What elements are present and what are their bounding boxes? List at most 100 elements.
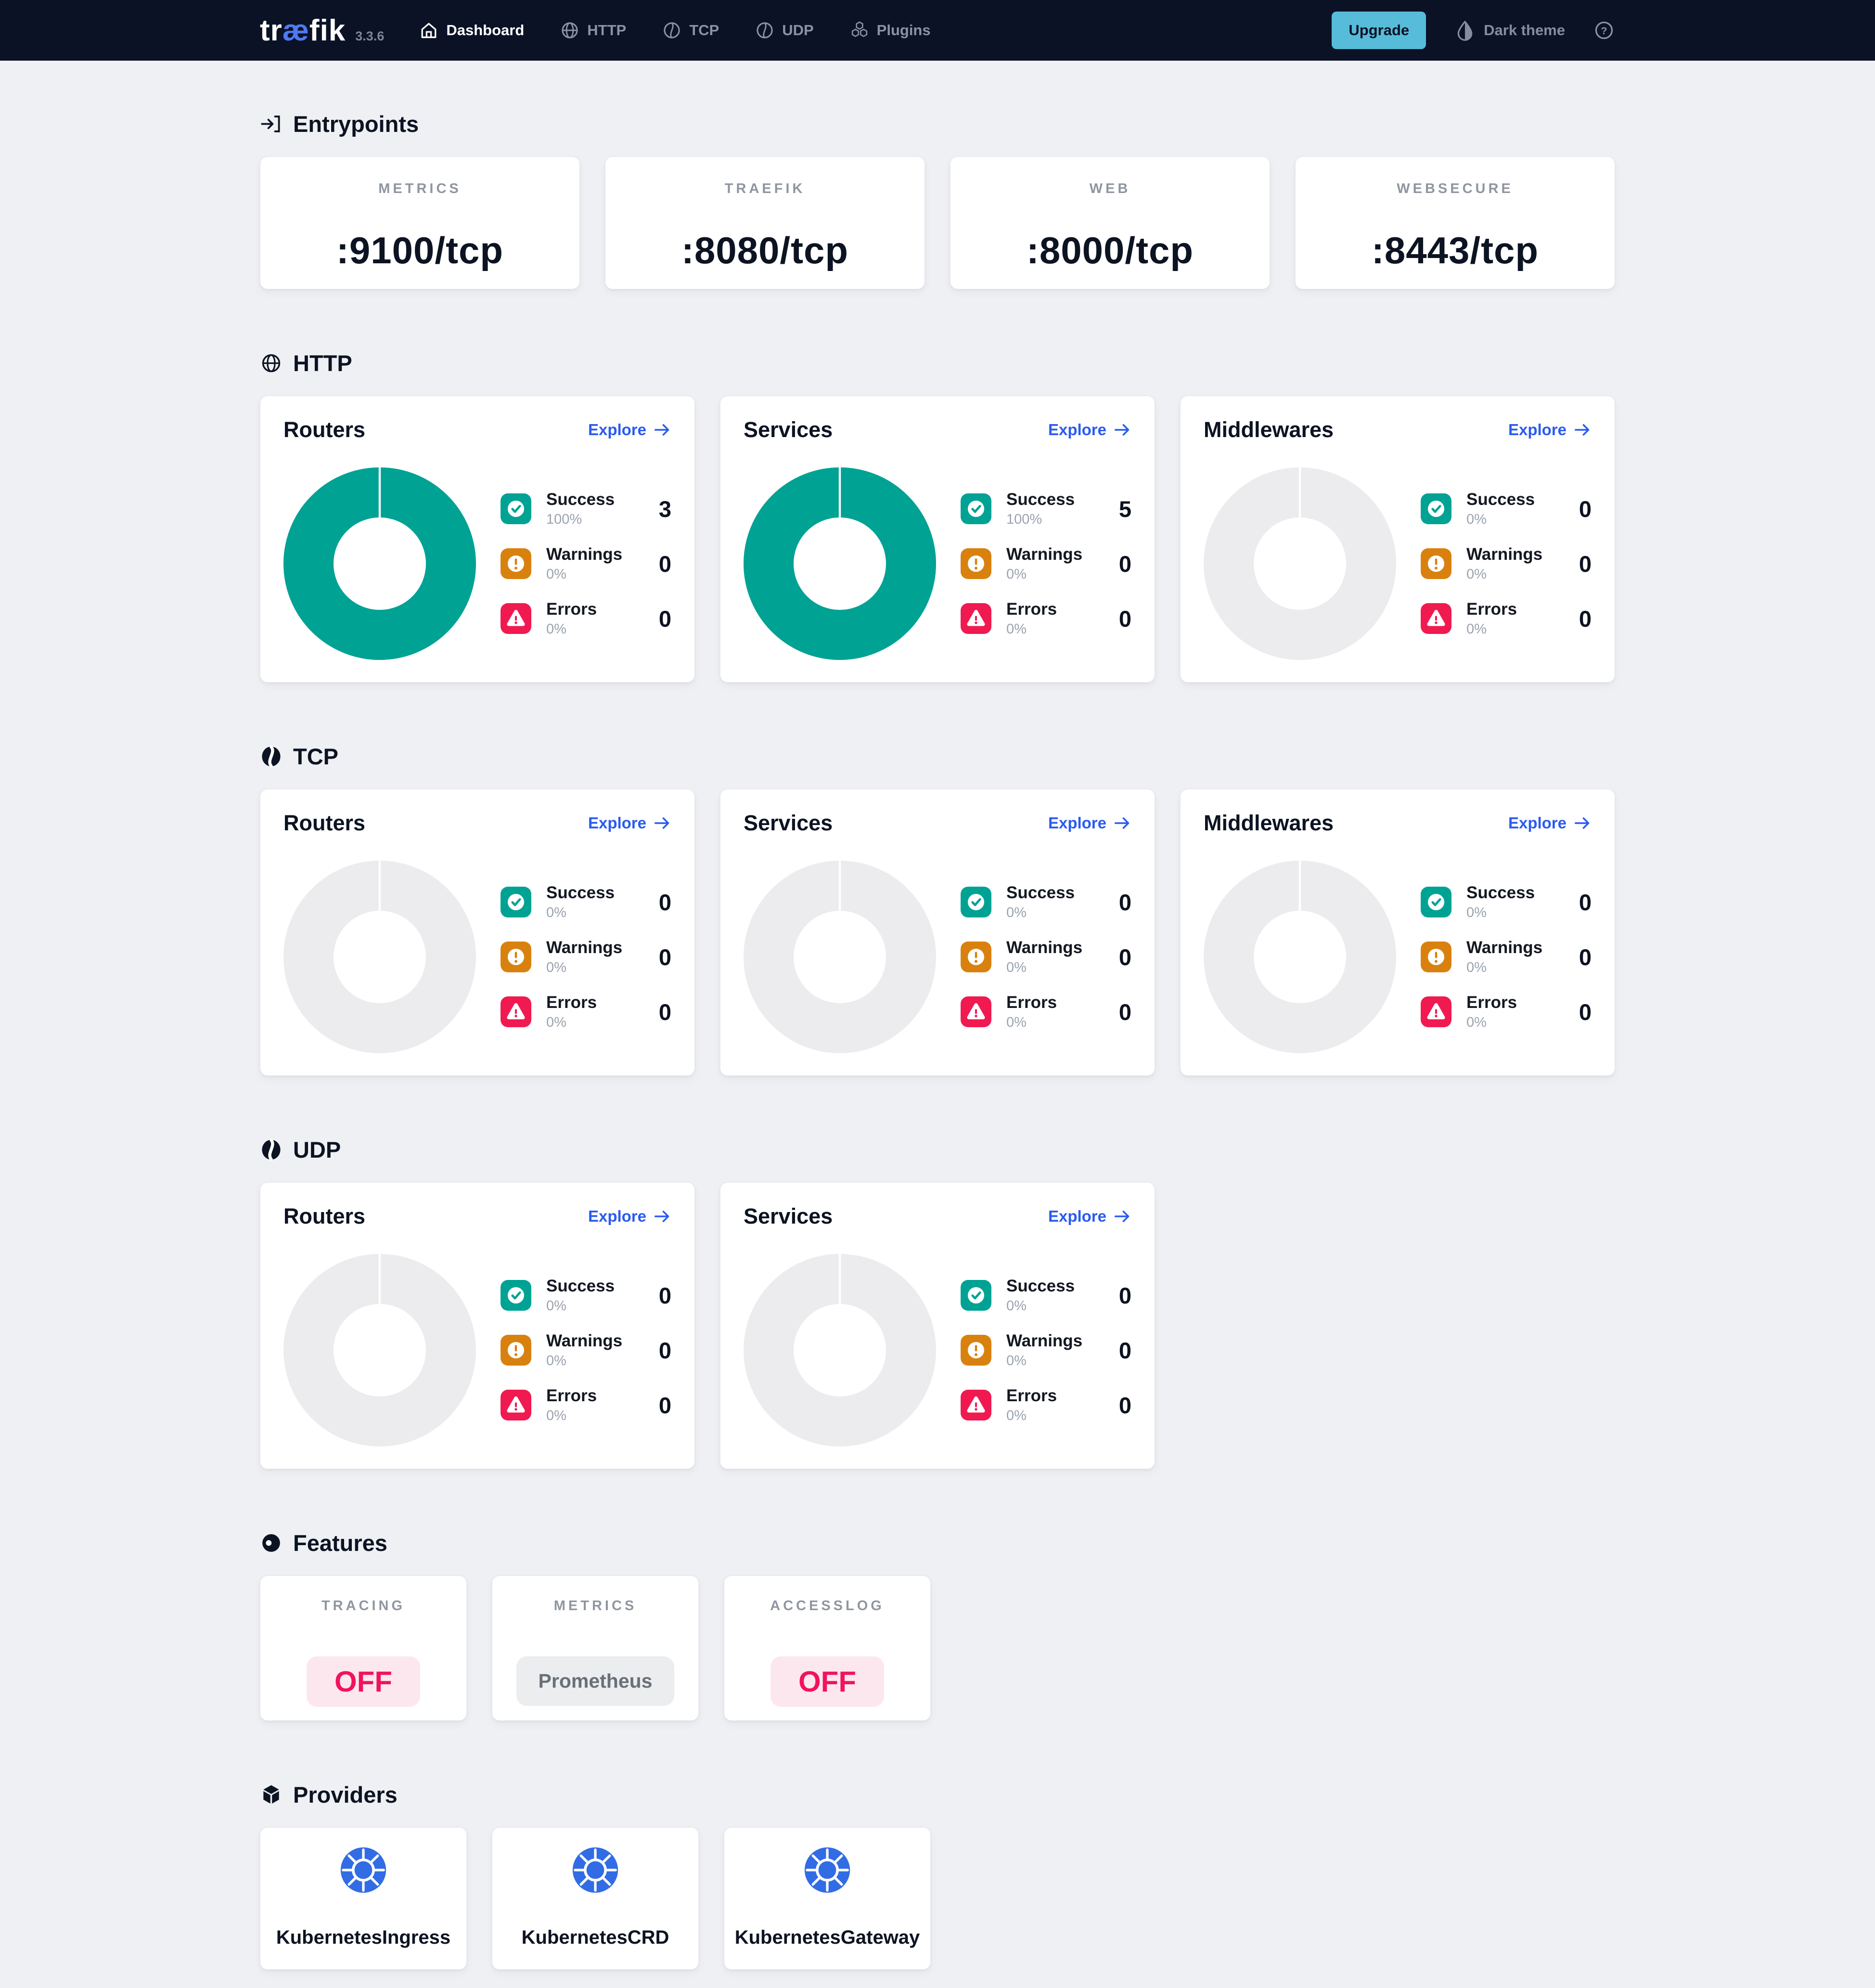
home-icon: [419, 20, 439, 40]
explore-link[interactable]: Explore: [1048, 421, 1131, 439]
error-icon: [500, 1389, 532, 1421]
legend-label: Errors: [1006, 600, 1057, 619]
legend-value: 5: [1118, 496, 1131, 522]
nav-item-plugins[interactable]: Plugins: [849, 20, 931, 40]
legend-percent: 0%: [546, 567, 566, 582]
arrow-right-icon: [653, 421, 671, 439]
entrypoint-port: :9100/tcp: [336, 229, 504, 271]
legend-row-errors: Errors 0% 0: [1420, 993, 1592, 1031]
http-cards: Routers Explore Success 100%: [260, 396, 1615, 683]
kubernetes-icon: [338, 1845, 388, 1895]
legend-percent: 0%: [1466, 512, 1487, 527]
nav-item-udp[interactable]: UDP: [755, 20, 814, 40]
legend-row-success: Success 0% 0: [1420, 883, 1592, 921]
legend-value: 0: [1579, 606, 1592, 632]
success-icon: [500, 886, 532, 918]
providers-icon: [260, 1783, 283, 1806]
explore-label: Explore: [588, 1207, 646, 1225]
main-nav: Dashboard HTTP TCP UDP Plugins: [419, 20, 931, 40]
theme-toggle[interactable]: Dark theme: [1454, 19, 1565, 41]
explore-link[interactable]: Explore: [588, 814, 671, 832]
legend-percent: 0%: [1006, 1298, 1027, 1314]
explore-link[interactable]: Explore: [588, 421, 671, 439]
traffic-donut-chart: [1204, 467, 1396, 660]
legend-label: Success: [1006, 490, 1075, 509]
legend-value: 0: [658, 944, 671, 970]
error-icon: [1420, 603, 1452, 634]
traffic-donut-chart: [744, 467, 936, 660]
providers-title: Providers: [293, 1782, 398, 1807]
entrypoint-port: :8000/tcp: [1026, 229, 1194, 271]
card-title: Routers: [283, 417, 366, 442]
http-services-card: Services Explore Success 100%: [720, 396, 1155, 683]
warning-icon: [960, 548, 992, 580]
card-title: Middlewares: [1204, 811, 1334, 835]
legend-value: 0: [658, 1337, 671, 1363]
nav-item-tcp[interactable]: TCP: [662, 20, 719, 40]
features-section-title: Features: [260, 1530, 1615, 1556]
help-button[interactable]: [1593, 19, 1615, 41]
legend-label: Success: [1466, 883, 1535, 902]
udp-routers-card: Routers Explore Success 0%: [260, 1182, 695, 1469]
traefik-logo[interactable]: træfik 3.3.6: [260, 13, 384, 48]
legend-label: Success: [546, 883, 615, 902]
feature-name: METRICS: [553, 1598, 637, 1614]
explore-label: Explore: [1508, 814, 1567, 832]
nav-item-http[interactable]: HTTP: [560, 20, 626, 40]
legend-percent: 0%: [546, 1015, 566, 1030]
legend-percent: 0%: [1006, 905, 1027, 920]
entrypoint-name: WEB: [1089, 181, 1131, 196]
donut-legend: Success 100% 5 Warnings 0% 0: [960, 490, 1131, 637]
warning-icon: [960, 941, 992, 973]
explore-link[interactable]: Explore: [1048, 1207, 1131, 1226]
explore-link[interactable]: Explore: [1508, 814, 1592, 832]
legend-row-success: Success 100% 3: [500, 490, 671, 528]
tcp-routers-card: Routers Explore Success 0%: [260, 789, 695, 1076]
legend-label: Warnings: [1006, 545, 1083, 564]
nav-label-udp: UDP: [782, 22, 814, 39]
http-section-title: HTTP: [260, 350, 1615, 376]
legend-percent: 0%: [1006, 960, 1027, 975]
explore-link[interactable]: Explore: [588, 1207, 671, 1226]
upgrade-button[interactable]: Upgrade: [1332, 12, 1426, 49]
entrypoint-card-traefik: TRAEFIK :8080/tcp: [605, 156, 925, 289]
error-icon: [960, 603, 992, 634]
legend-value: 0: [658, 551, 671, 577]
legend-row-errors: Errors 0% 0: [500, 600, 671, 637]
help-icon: [1593, 19, 1615, 41]
provider-card-kubernetescrd: KubernetesCRD: [492, 1827, 699, 1970]
success-icon: [500, 1279, 532, 1311]
explore-link[interactable]: Explore: [1048, 814, 1131, 832]
dashboard-main: Entrypoints METRICS :9100/tcp TRAEFIK :8…: [260, 111, 1615, 1988]
warning-icon: [500, 1334, 532, 1366]
entrypoint-card-websecure: WEBSECURE :8443/tcp: [1295, 156, 1615, 289]
error-icon: [500, 603, 532, 634]
legend-row-success: Success 0% 0: [1420, 490, 1592, 528]
provider-name: KubernetesIngress: [276, 1927, 451, 1948]
donut-legend: Success 0% 0 Warnings 0% 0: [500, 1277, 671, 1424]
udp-cards: Routers Explore Success 0%: [260, 1182, 1615, 1469]
success-icon: [500, 493, 532, 525]
tcp-middlewares-card: Middlewares Explore Success 0%: [1180, 789, 1615, 1076]
legend-row-success: Success 0% 0: [960, 883, 1131, 921]
explore-link[interactable]: Explore: [1508, 421, 1592, 439]
legend-percent: 0%: [1006, 1408, 1027, 1423]
feature-name: TRACING: [321, 1598, 406, 1614]
contrast-icon: [1454, 19, 1476, 41]
features-title: Features: [293, 1530, 387, 1556]
legend-percent: 0%: [1006, 621, 1027, 637]
features-icon: [260, 1532, 283, 1554]
legend-percent: 0%: [1466, 621, 1487, 637]
udp-section-title: UDP: [260, 1136, 1615, 1163]
legend-percent: 0%: [1466, 905, 1487, 920]
legend-label: Errors: [1006, 993, 1057, 1012]
entrypoint-card-web: WEB :8000/tcp: [950, 156, 1270, 289]
legend-row-success: Success 0% 0: [960, 1277, 1131, 1314]
http-middlewares-card: Middlewares Explore Success 0%: [1180, 396, 1615, 683]
nav-item-dashboard[interactable]: Dashboard: [419, 20, 524, 40]
success-icon: [1420, 493, 1452, 525]
feature-name: ACCESSLOG: [770, 1598, 885, 1614]
card-title: Middlewares: [1204, 417, 1334, 442]
feature-status-badge: OFF: [307, 1656, 420, 1707]
legend-label: Warnings: [1466, 938, 1543, 957]
